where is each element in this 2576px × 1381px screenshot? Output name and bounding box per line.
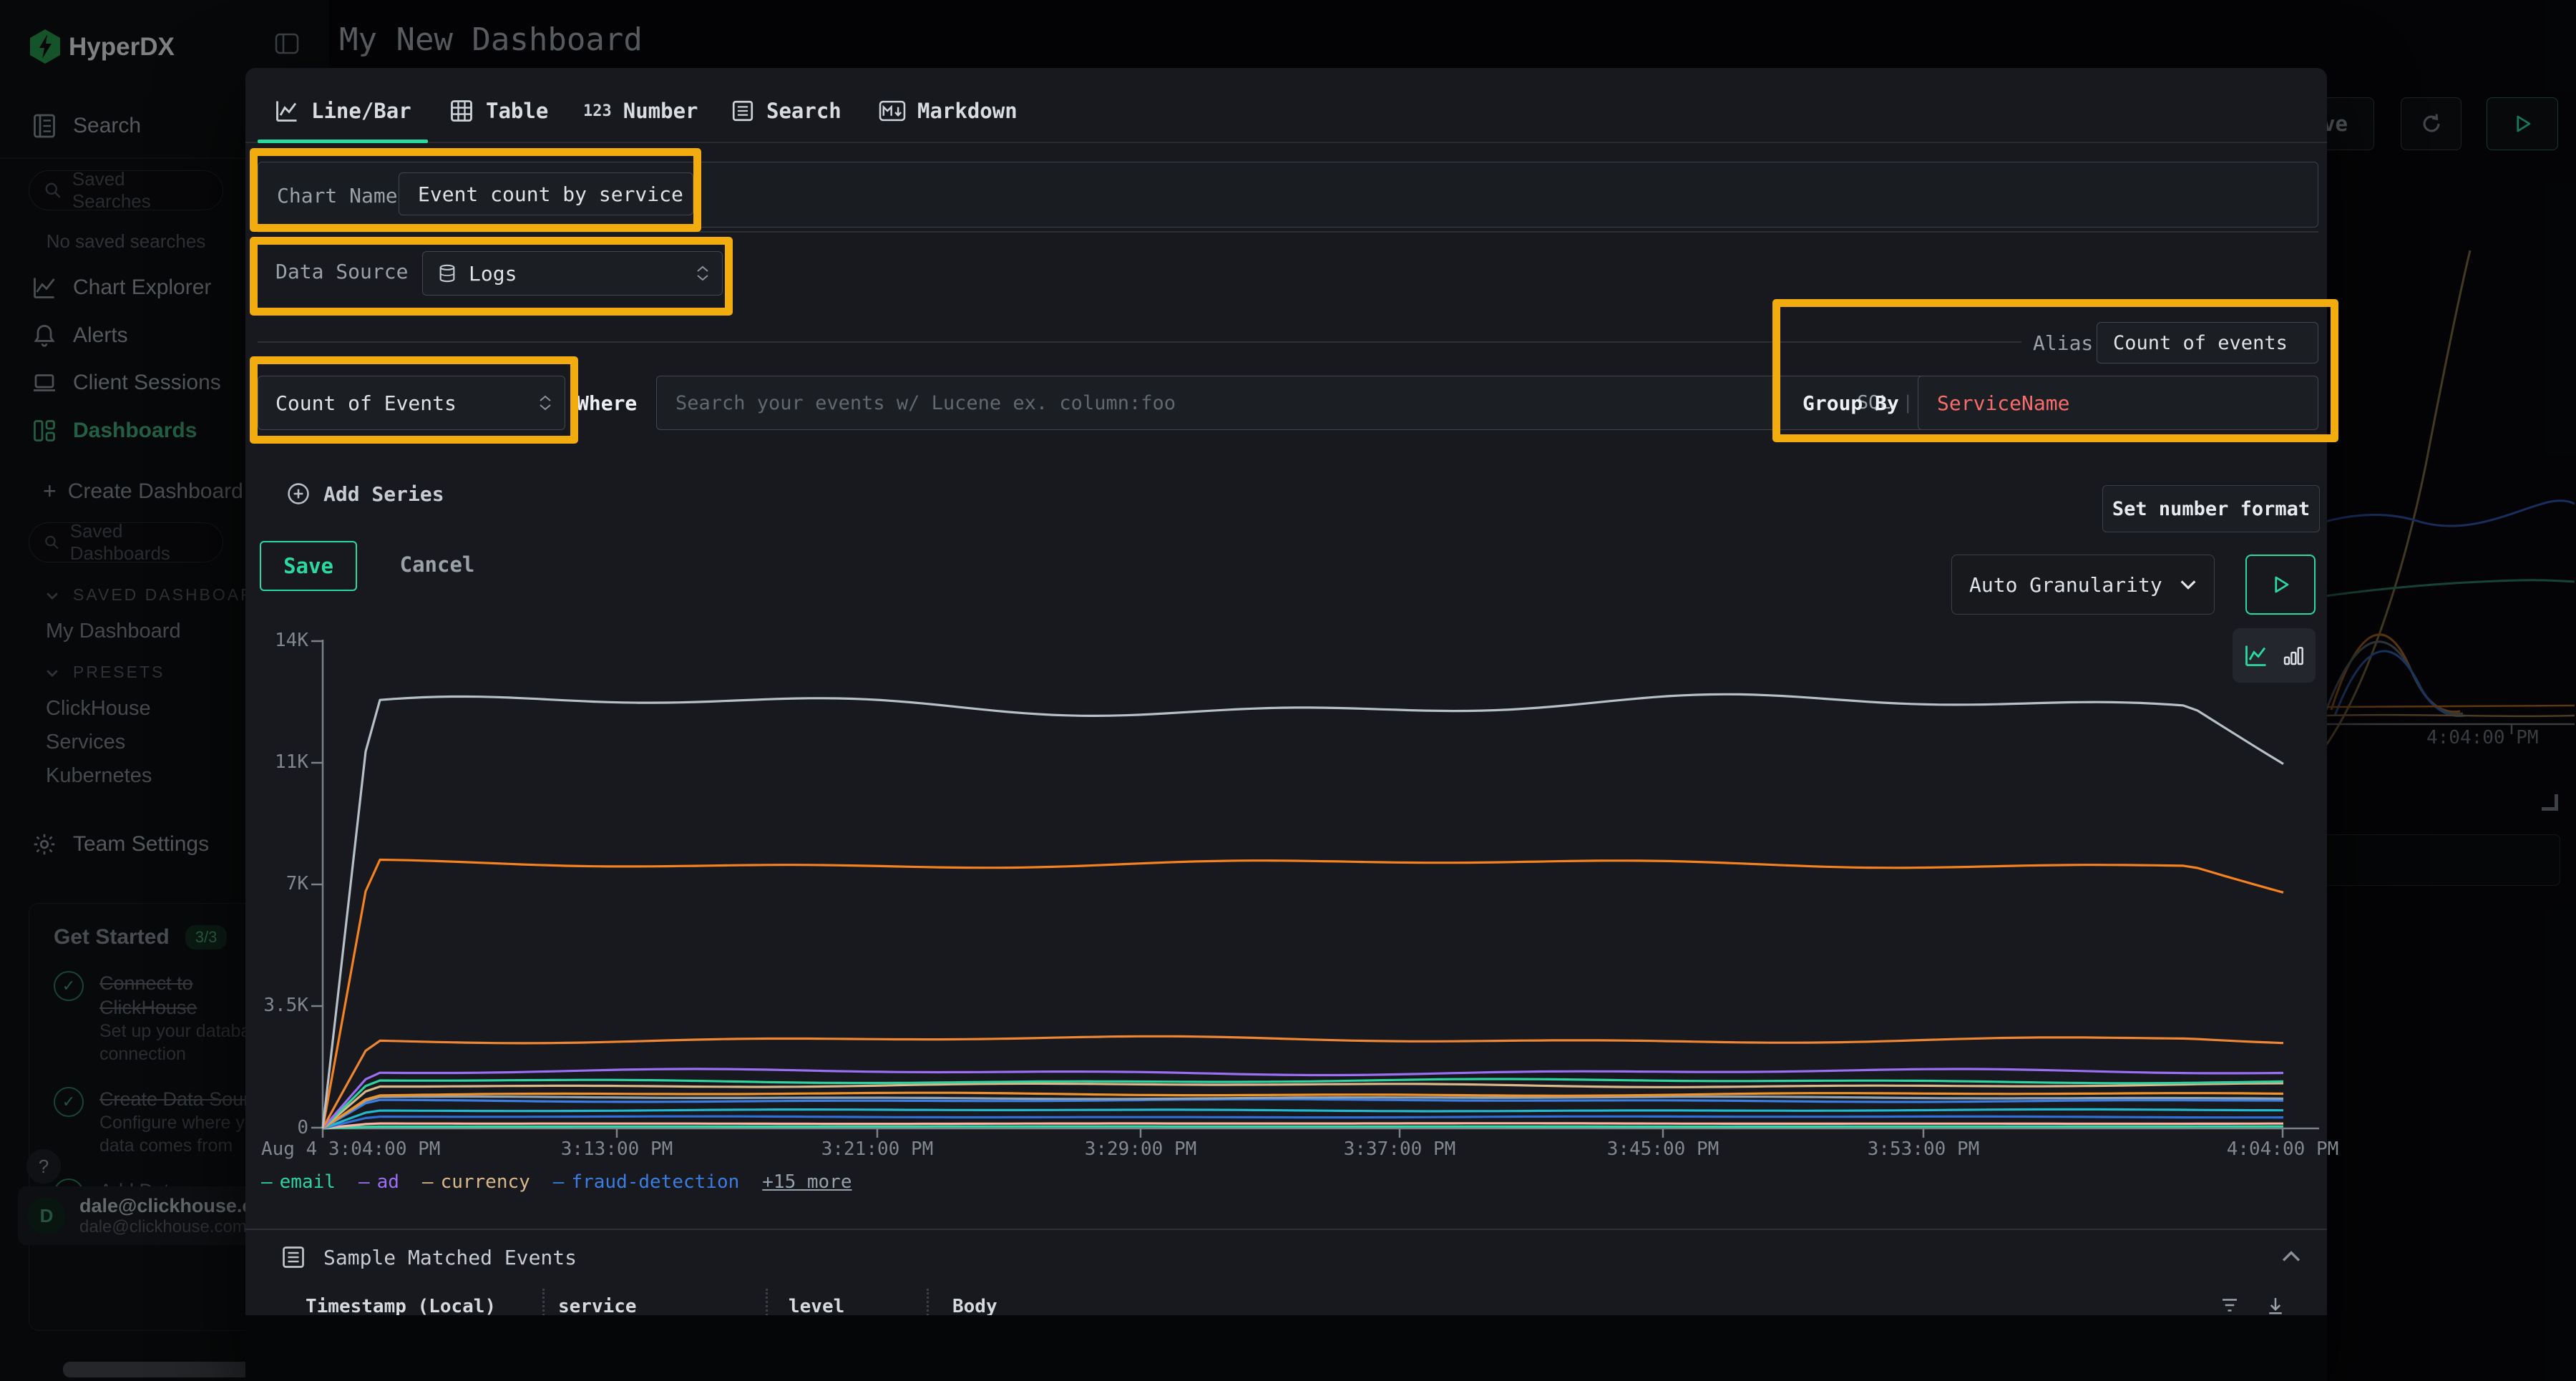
x-tick: 3:53:00 PM [1868, 1138, 1980, 1160]
legend-swatch: — [261, 1171, 273, 1193]
where-label: Where [577, 391, 637, 415]
active-tab-indicator [258, 140, 428, 143]
play-icon [2270, 574, 2291, 595]
collapse-section-chevron-icon[interactable] [2281, 1250, 2301, 1263]
chevron-down-icon [2180, 579, 2197, 590]
tabs-divider [245, 142, 2327, 143]
y-tick: 3.5K [244, 995, 308, 1016]
legend-item[interactable]: — currency [422, 1171, 530, 1193]
filter-rows-icon[interactable] [2219, 1294, 2240, 1316]
table-icon [449, 98, 474, 124]
save-label: Save [283, 554, 333, 578]
tab-label: Search [766, 99, 841, 123]
sample-events-header[interactable]: Sample Matched Events [280, 1244, 577, 1270]
y-tick: 0 [244, 1117, 308, 1138]
add-series-label: Add Series [323, 482, 444, 506]
legend-item[interactable]: — email [261, 1171, 336, 1193]
set-number-format-label: Set number format [2112, 498, 2310, 520]
where-placeholder: Search your events w/ Lucene ex. column:… [675, 392, 1176, 414]
granularity-value: Auto Granularity [1969, 573, 2162, 597]
x-tick: 3:45:00 PM [1607, 1138, 1719, 1160]
markdown-icon [879, 99, 906, 123]
x-tick: 4:04:00 PM [2227, 1138, 2339, 1160]
chart-legend: — email — ad — currency — fraud-detectio… [261, 1171, 852, 1193]
plus-circle-icon [286, 482, 311, 506]
sample-events-title: Sample Matched Events [323, 1246, 577, 1269]
tab-label: Number [623, 99, 698, 123]
legend-more-link[interactable]: +15 more [762, 1171, 852, 1193]
x-tick: Aug 4 3:04:00 PM [261, 1138, 440, 1160]
legend-swatch: — [358, 1171, 370, 1193]
legend-label: ad [377, 1171, 399, 1193]
123-icon: 123 [583, 102, 612, 120]
legend-item[interactable]: — ad [358, 1171, 399, 1193]
table-body-area [245, 1315, 2327, 1381]
legend-label: fraud-detection [571, 1171, 739, 1193]
save-button[interactable]: Save [260, 541, 357, 591]
annotation-box-data-source [250, 237, 733, 316]
y-tick: 7K [244, 873, 308, 894]
sort-download-icon[interactable] [2265, 1294, 2286, 1316]
legend-label: currency [441, 1171, 530, 1193]
column-header[interactable]: Body [952, 1296, 997, 1317]
alias-divider [258, 341, 2021, 343]
list-doc-icon [731, 99, 755, 123]
y-tick: 14K [244, 630, 308, 651]
run-query-button[interactable] [2245, 555, 2316, 615]
annotation-box-chart-name [250, 148, 701, 232]
list-icon [280, 1244, 306, 1270]
y-tick: 11K [244, 751, 308, 773]
legend-swatch: — [422, 1171, 434, 1193]
set-number-format-button[interactable]: Set number format [2102, 485, 2320, 532]
column-header[interactable]: level [789, 1296, 844, 1317]
legend-item[interactable]: — fraud-detection [553, 1171, 739, 1193]
screen: HyperDX Search Saved Searches No [0, 0, 2576, 1381]
series-chart[interactable] [323, 630, 2319, 1143]
tab-label: Line/Bar [311, 99, 411, 123]
column-header[interactable]: Timestamp (Local) [306, 1296, 496, 1317]
annotation-box-aggregation [250, 356, 578, 444]
tab-search[interactable]: Search [731, 86, 841, 136]
cancel-label: Cancel [400, 552, 475, 577]
granularity-select[interactable]: Auto Granularity [1951, 555, 2215, 615]
legend-swatch: — [553, 1171, 565, 1193]
legend-label: email [280, 1171, 336, 1193]
x-tick: 3:37:00 PM [1344, 1138, 1456, 1160]
tab-markdown[interactable]: Markdown [879, 86, 1018, 136]
tab-label: Markdown [917, 99, 1018, 123]
tab-table[interactable]: Table [449, 86, 548, 136]
tab-number[interactable]: 123 Number [583, 86, 698, 136]
section-divider [245, 1229, 2327, 1230]
add-series-button[interactable]: Add Series [286, 482, 444, 506]
x-tick: 3:29:00 PM [1085, 1138, 1197, 1160]
tab-label: Table [486, 99, 548, 123]
line-chart-icon [274, 98, 300, 124]
column-header[interactable]: service [558, 1296, 637, 1317]
x-tick: 3:21:00 PM [821, 1138, 934, 1160]
cancel-button[interactable]: Cancel [394, 541, 480, 588]
tab-line-bar[interactable]: Line/Bar [274, 86, 411, 136]
annotation-box-alias-groupby [1772, 299, 2338, 442]
x-tick: 3:13:00 PM [561, 1138, 673, 1160]
